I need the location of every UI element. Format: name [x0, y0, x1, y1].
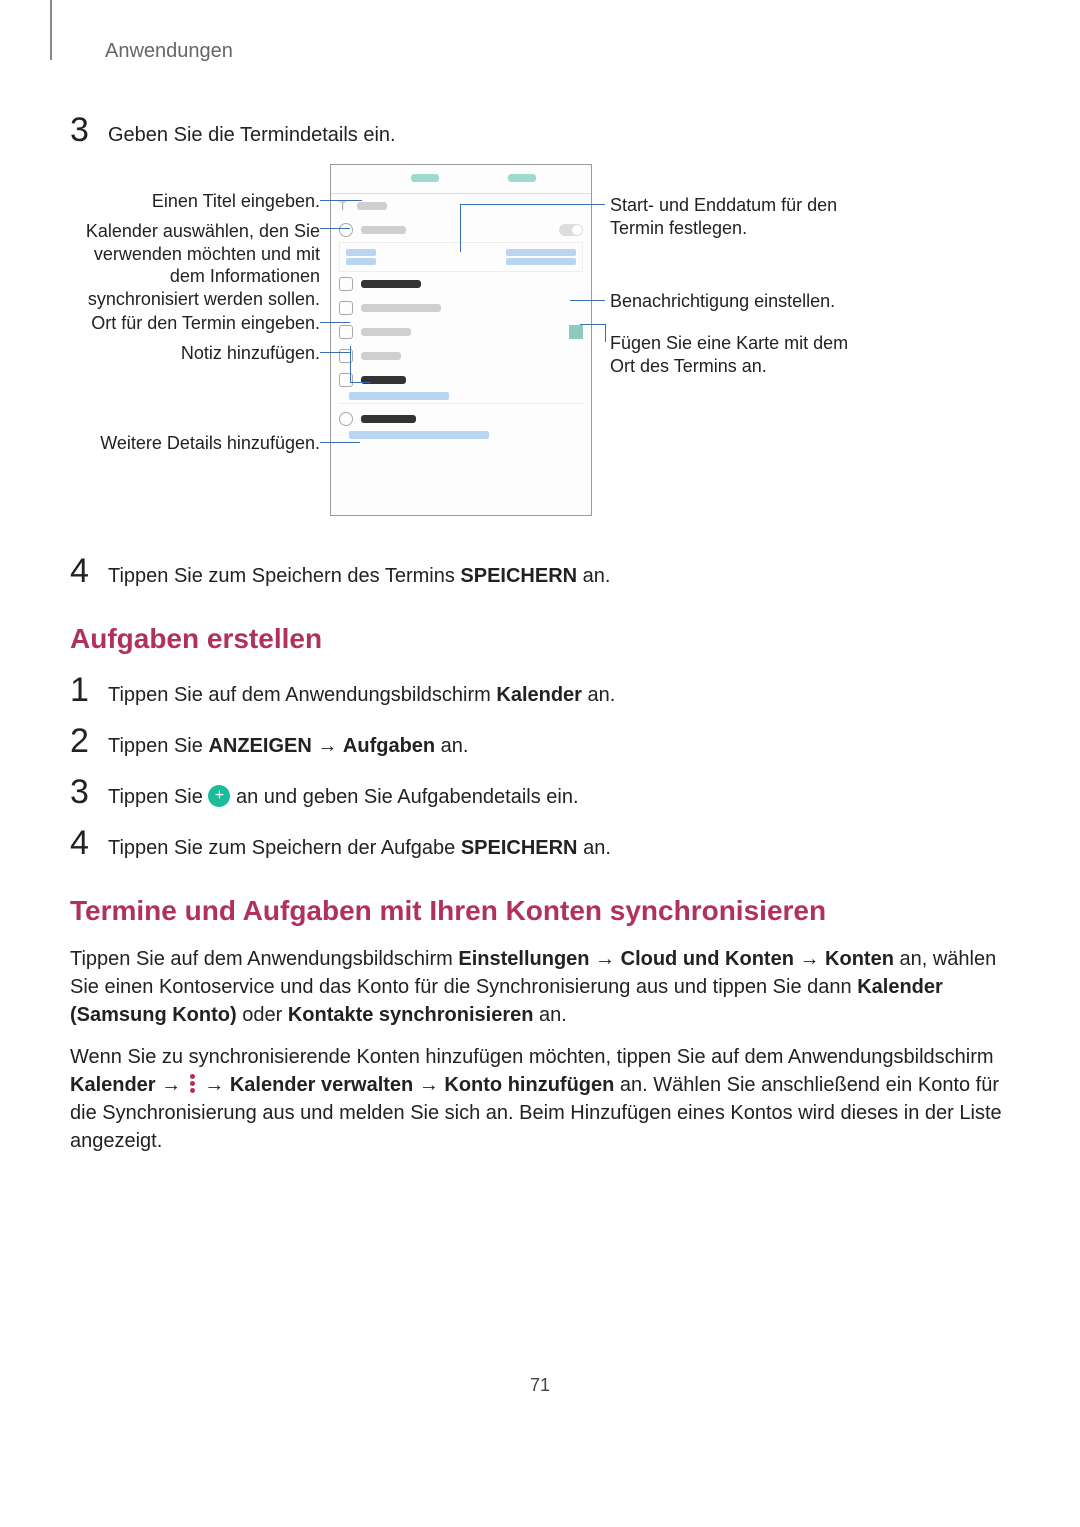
- step-4: 4 Tippen Sie zum Speichern des Termins S…: [70, 554, 1010, 589]
- label-note: Notiz hinzufügen.: [70, 342, 320, 365]
- label-title-in: Einen Titel eingeben.: [70, 190, 320, 213]
- step-text: Tippen Sie auf dem Anwendungsbildschirm …: [108, 674, 615, 708]
- row-sub: [331, 368, 591, 392]
- step-text: Tippen Sie zum Speichern des Termins SPE…: [108, 555, 610, 589]
- label-cal-select: Kalender auswählen, den Sie verwenden mö…: [60, 220, 320, 310]
- label-place: Ort für den Termin eingeben.: [70, 312, 320, 335]
- label-more: Weitere Details hinzufügen.: [70, 432, 320, 455]
- step-text: Tippen Sie zum Speichern der Aufgabe SPE…: [108, 827, 611, 861]
- s1-step-3: 3 Tippen Sie + an und geben Sie Aufgaben…: [70, 775, 1010, 810]
- step-number: 4: [70, 554, 108, 588]
- s1-step-1: 1 Tippen Sie auf dem Anwendungsbildschir…: [70, 673, 1010, 708]
- section-heading-sync: Termine und Aufgaben mit Ihren Konten sy…: [70, 895, 1010, 927]
- row-more: [331, 407, 591, 431]
- s1-step-4: 4 Tippen Sie zum Speichern der Aufgabe S…: [70, 826, 1010, 861]
- row-place: [331, 320, 591, 344]
- manual-page: Anwendungen 3 Geben Sie die Termindetail…: [0, 0, 1080, 1436]
- row-dates: [339, 242, 583, 272]
- label-notif: Benachrichtigung einstellen.: [610, 290, 840, 313]
- sync-paragraph-1: Tippen Sie auf dem Anwendungsbildschirm …: [70, 945, 1010, 1029]
- more-options-icon: [187, 1072, 199, 1095]
- label-dates: Start- und Enddatum für den Termin festl…: [610, 194, 840, 239]
- row-title: T: [331, 194, 591, 218]
- row-calendar: [331, 218, 591, 242]
- step-text: Tippen Sie + an und geben Sie Aufgabende…: [108, 776, 579, 810]
- step-text: Tippen Sie ANZEIGEN → Aufgaben an.: [108, 725, 468, 759]
- plus-icon: +: [208, 785, 230, 807]
- section-heading-aufgaben: Aufgaben erstellen: [70, 623, 1010, 655]
- step-number: 3: [70, 775, 108, 809]
- label-map: Fügen Sie eine Karte mit dem Ort des Ter…: [610, 332, 870, 377]
- phone-header: [331, 165, 591, 194]
- page-number: 71: [70, 1375, 1010, 1396]
- step-number: 1: [70, 673, 108, 707]
- sync-paragraph-2: Wenn Sie zu synchronisierende Konten hin…: [70, 1043, 1010, 1155]
- step-text: Geben Sie die Termindetails ein.: [108, 114, 396, 148]
- event-editor-diagram: T: [70, 164, 1010, 524]
- step-number: 4: [70, 826, 108, 860]
- header-separator: [50, 0, 52, 60]
- row-myc: [331, 272, 591, 296]
- header-title: Anwendungen: [105, 40, 1010, 63]
- step-3: 3 Geben Sie die Termindetails ein.: [70, 113, 1010, 148]
- phone-mock: T: [330, 164, 592, 516]
- s1-step-2: 2 Tippen Sie ANZEIGEN → Aufgaben an.: [70, 724, 1010, 759]
- step-number: 3: [70, 113, 108, 147]
- row-note: [331, 344, 591, 368]
- row-notif: [331, 296, 591, 320]
- step-number: 2: [70, 724, 108, 758]
